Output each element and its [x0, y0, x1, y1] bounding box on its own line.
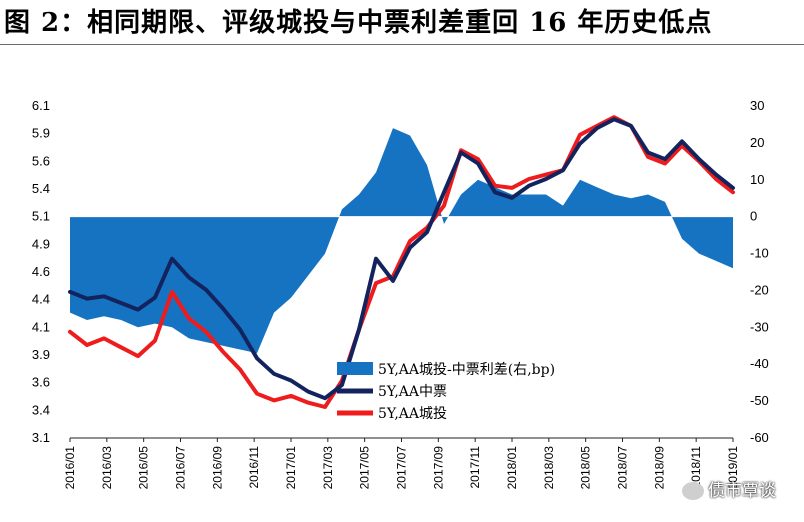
- y-left-tick-label: 4.9: [32, 236, 50, 251]
- legend-label-mtn: 5Y,AA中票: [378, 384, 447, 400]
- y-right-tick-label: -10: [750, 246, 769, 261]
- watermark-text: 债市覃谈: [708, 481, 776, 501]
- tick-label-layer: 6.1 5.9 5.6 5.4 5.1 4.9 4.6 4.4 4.1 3.9 3.6 3.4 3.1 3…: [32, 98, 769, 489]
- y-right-tick-label: 20: [750, 135, 764, 150]
- x-tick-label: 2016/03: [100, 446, 114, 490]
- y-right-tick-label: -50: [750, 393, 769, 408]
- legend: 5Y,AA城投-中票利差(右,bp) 5Y,AA中票 5Y,AA城投: [337, 362, 555, 422]
- y-left-tick-label: 5.9: [32, 126, 50, 141]
- y-left-tick-label: 4.1: [32, 319, 50, 334]
- y-right-tick-label: -30: [750, 319, 769, 334]
- x-tick-label: 2018/11: [689, 446, 703, 489]
- x-tick-label: 2018/07: [616, 446, 630, 490]
- y-right-tick-label: -40: [750, 356, 769, 371]
- y-left-tick-label: 3.4: [32, 402, 50, 417]
- x-tick-label: 2017/03: [321, 446, 335, 490]
- x-tick-label: 2016/01: [63, 446, 77, 490]
- y-left-tick-label: 4.4: [32, 292, 50, 307]
- y-right-tick-label: -20: [750, 282, 769, 297]
- x-tick-label: 2017/11: [468, 446, 482, 489]
- wechat-icon: [682, 482, 704, 500]
- x-tick-label: 2018/09: [652, 446, 666, 490]
- series-line-mtn: [68, 117, 735, 401]
- x-tick-label: 2016/05: [137, 446, 151, 490]
- y-left-tick-label: 6.1: [32, 98, 50, 113]
- legend-label-lgfv: 5Y,AA城投: [378, 406, 447, 422]
- y-left-tick-label: 3.9: [32, 347, 50, 362]
- spread-area-layer: [70, 128, 733, 354]
- y-left-tick-label: 3.1: [32, 430, 50, 445]
- y-right-tick-label: 0: [750, 209, 757, 224]
- y-left-tick-label: 5.1: [32, 209, 50, 224]
- y-right-tick-label: 10: [750, 172, 764, 187]
- legend-label-spread: 5Y,AA城投-中票利差(右,bp): [378, 362, 555, 378]
- y-right-tick-label: 30: [750, 98, 764, 113]
- x-tick-label: 2018/03: [542, 446, 556, 490]
- y-left-tick-label: 5.4: [32, 181, 50, 196]
- y-left-tick-label: 5.6: [32, 153, 50, 168]
- line-layer: [68, 115, 735, 409]
- title-rule: [0, 44, 804, 45]
- x-tick-label: 2016/11: [247, 446, 261, 489]
- x-tick-label: 2016/07: [174, 446, 188, 490]
- y-left-tick-label: 3.6: [32, 375, 50, 390]
- watermark: 债市覃谈: [682, 476, 800, 506]
- x-tick-label: 2018/05: [579, 446, 593, 490]
- x-tick-label: 2017/05: [358, 446, 372, 490]
- x-tick-label: 2016/09: [210, 446, 224, 490]
- x-tick-label: 2017/09: [431, 446, 445, 490]
- spread-area: [70, 128, 733, 354]
- x-tick-label: 2019/01: [726, 446, 740, 490]
- x-tick-label: 2017/01: [284, 446, 298, 490]
- y-right-tick-label: -60: [750, 430, 769, 445]
- figure-title: 图 2：相同期限、评级城投与中票利差重回 16 年历史低点: [4, 8, 713, 38]
- x-tick-label: 2018/01: [505, 446, 519, 490]
- legend-swatch-spread: [337, 362, 373, 375]
- x-tick-label: 2017/07: [395, 446, 409, 490]
- y-left-tick-label: 4.6: [32, 264, 50, 279]
